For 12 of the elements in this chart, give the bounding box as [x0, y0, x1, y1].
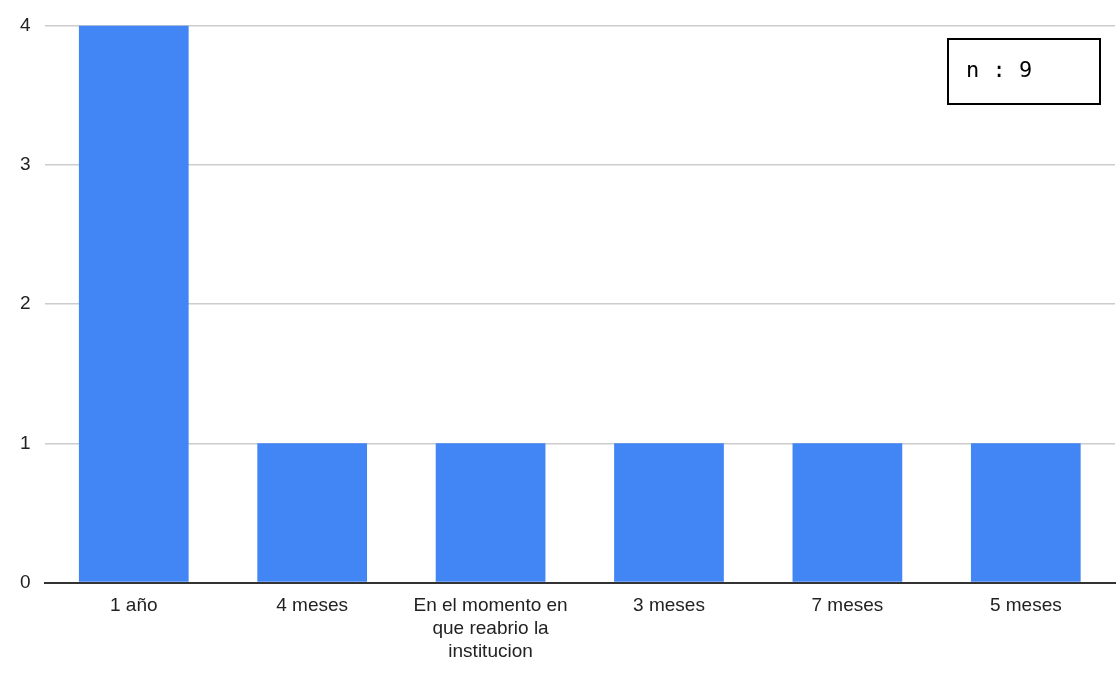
x-tick-label: 3 meses: [633, 594, 705, 616]
y-tick-label: 4: [19, 13, 31, 35]
y-tick-label: 0: [19, 570, 31, 592]
x-tick-label: 4 meses: [276, 594, 349, 616]
y-tick-label: 3: [19, 152, 31, 174]
x-tick-label: 1 año: [110, 594, 158, 616]
x-tick-label: 7 meses: [811, 594, 884, 616]
y-tick-label: 1: [19, 431, 31, 453]
annotation: n : 9: [966, 57, 1033, 83]
x-tick-label: 5 meses: [989, 594, 1062, 616]
y-tick-label: 2: [19, 292, 31, 314]
x-tick-label: En el momento en que reabrio la institucion: [413, 594, 568, 661]
